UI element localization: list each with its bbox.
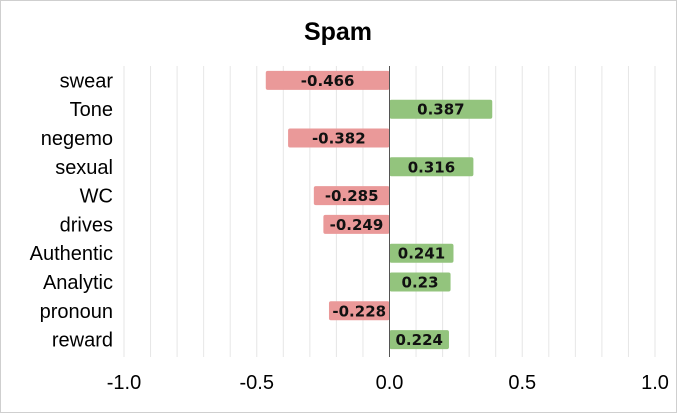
bar-drives [323, 214, 390, 234]
data-label-reward: 0.224 [396, 331, 443, 349]
bar-sexual [389, 157, 474, 177]
category-label-reward: reward [52, 330, 113, 352]
category-label-sexual: sexual [55, 157, 113, 179]
data-label-authentic: 0.241 [398, 245, 445, 263]
bar-pronoun [328, 301, 390, 321]
bar-reward [389, 330, 449, 350]
data-label-tone: 0.387 [417, 101, 464, 119]
data-label-swear: -0.466 [301, 72, 355, 90]
data-label-analytic: 0.23 [402, 274, 439, 292]
x-tick-labels: -1.0 -0.5 0.0 0.5 1.0 [107, 372, 669, 394]
category-labels: swear Tone negemo sexual WC drives Authentic An… [30, 70, 114, 351]
bar-authentic [389, 243, 454, 263]
category-label-pronoun: pronoun [40, 301, 113, 323]
data-label-wc: -0.285 [325, 187, 379, 205]
category-label-authentic: Authentic [30, 243, 113, 265]
x-tick-label: 1.0 [641, 372, 669, 394]
category-label-analytic: Analytic [43, 272, 113, 294]
category-label-tone: Tone [70, 99, 113, 121]
data-label-drives: -0.249 [330, 216, 384, 234]
category-label-swear: swear [60, 70, 114, 92]
category-label-negemo: negemo [41, 128, 113, 150]
category-label-wc: WC [80, 186, 113, 208]
bar-analytic [389, 272, 451, 292]
bar-swear [265, 70, 390, 90]
bar-tone [389, 99, 493, 119]
data-label-pronoun: -0.228 [332, 302, 386, 320]
x-tick-label: 0.0 [376, 372, 404, 394]
data-label-negemo: -0.382 [312, 130, 366, 148]
category-label-drives: drives [60, 214, 113, 236]
bar-negemo [288, 128, 390, 148]
bar-wc [313, 186, 390, 206]
x-tick-label: -0.5 [240, 372, 274, 394]
chart-title: Spam [304, 18, 372, 46]
x-tick-label: 0.5 [508, 372, 536, 394]
data-labels: -0.466 0.387 -0.382 0.316 -0.285 -0.249 0.241 0… [301, 72, 465, 349]
x-tick-label: -1.0 [107, 372, 141, 394]
bars [265, 70, 493, 350]
data-label-sexual: 0.316 [408, 158, 455, 176]
